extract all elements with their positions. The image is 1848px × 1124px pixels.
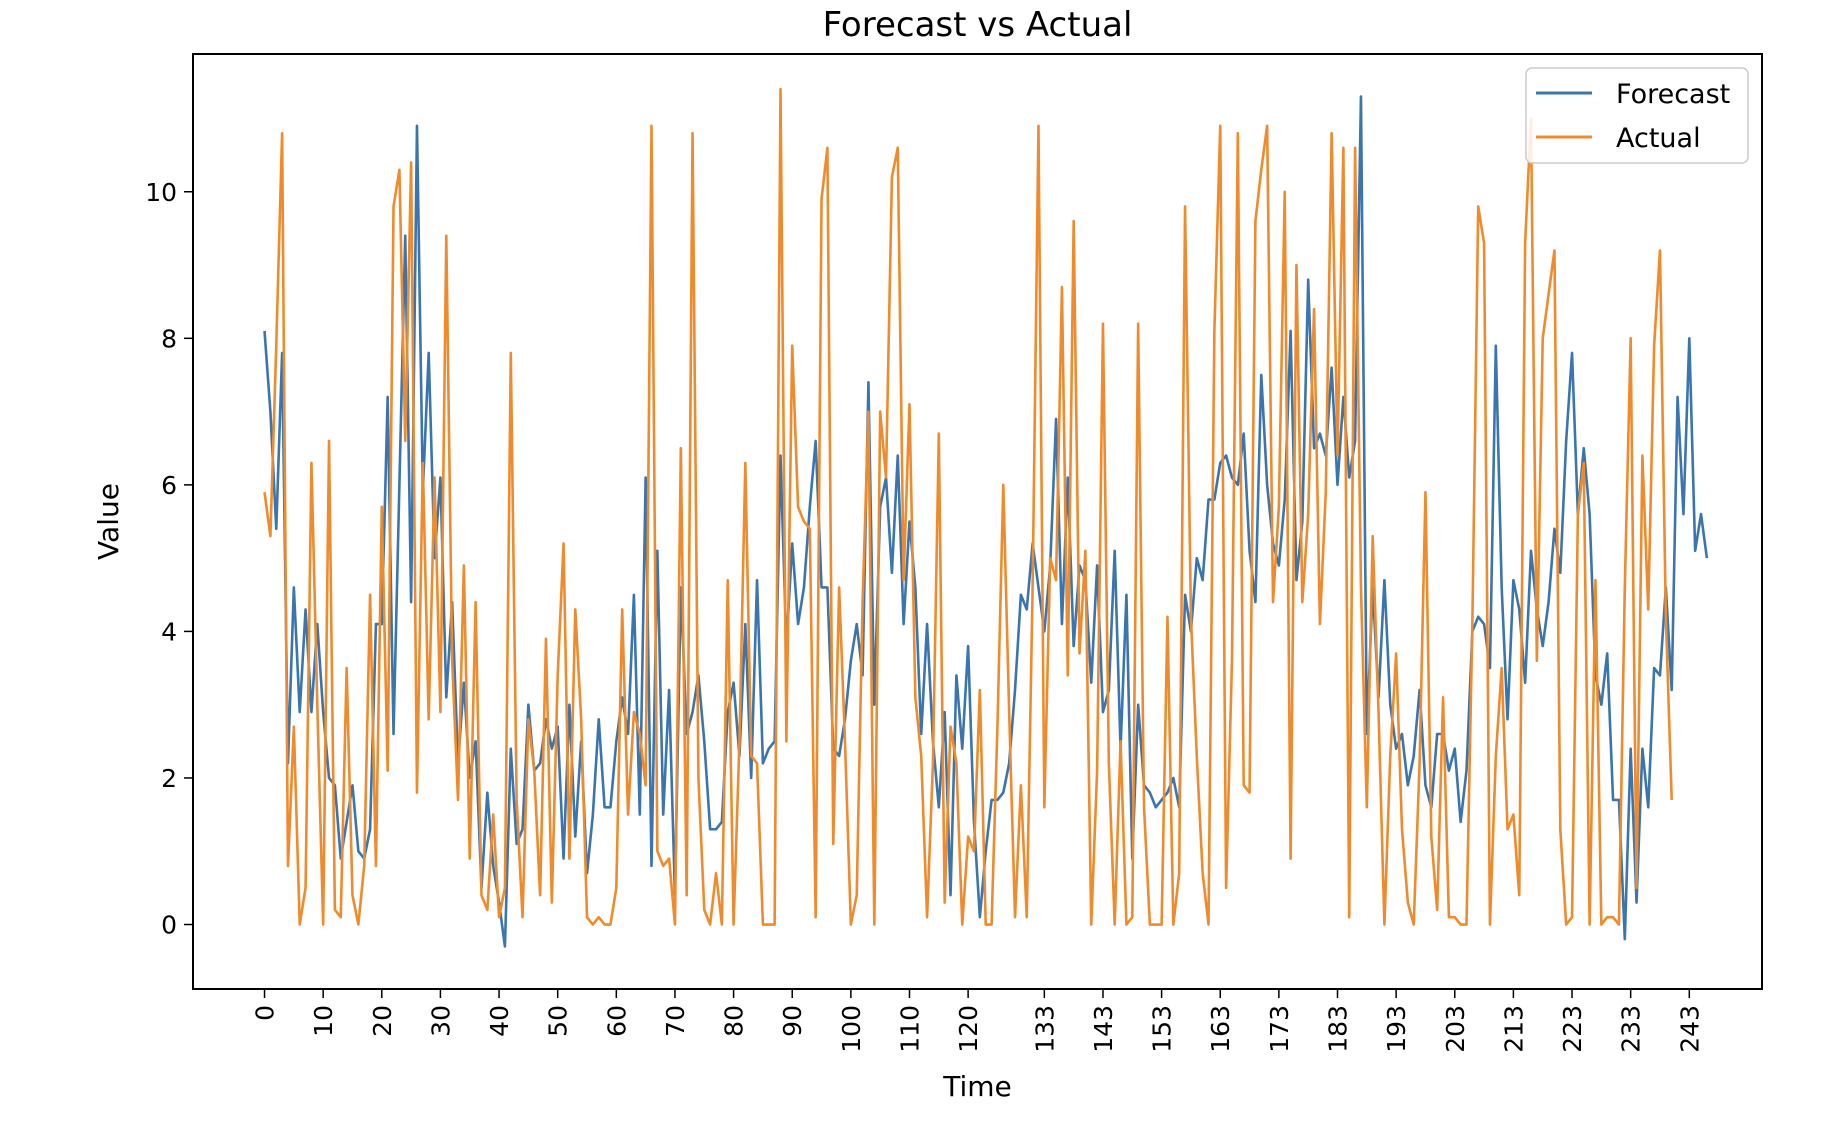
y-tick-label: 6 [161, 471, 177, 500]
x-tick-label: 233 [1617, 1005, 1646, 1053]
y-tick-label: 4 [161, 617, 177, 646]
x-tick-label: 90 [778, 1005, 807, 1037]
x-tick-label: 120 [954, 1005, 983, 1053]
x-tick-label: 80 [720, 1005, 749, 1037]
x-tick-label: 183 [1324, 1005, 1353, 1053]
x-tick-label: 243 [1675, 1005, 1704, 1053]
y-tick-label: 8 [161, 324, 177, 353]
legend-label: Actual [1616, 123, 1701, 154]
x-tick-label: 60 [602, 1005, 631, 1037]
x-tick-label: 0 [251, 1005, 280, 1021]
x-tick-label: 50 [544, 1005, 573, 1037]
x-tick-label: 153 [1148, 1005, 1177, 1053]
x-tick-label: 223 [1558, 1005, 1587, 1053]
x-axis-ticks: 0 10 20 30 40 50 60 70 80 90 100 110 120 133 143 153 163… [251, 989, 1704, 1053]
legend: Forecast Actual [1525, 67, 1749, 164]
y-tick-label: 10 [145, 178, 177, 207]
x-tick-label: 143 [1089, 1005, 1118, 1053]
x-tick-label: 30 [426, 1005, 455, 1037]
x-tick-label: 110 [895, 1005, 924, 1053]
x-tick-label: 213 [1499, 1005, 1528, 1053]
x-axis-label: Time [942, 1070, 1012, 1103]
y-axis-label: Value [92, 483, 125, 560]
x-tick-label: 163 [1206, 1005, 1235, 1053]
x-tick-label: 10 [309, 1005, 338, 1037]
y-axis-ticks: 0 2 4 6 8 10 [145, 178, 193, 940]
plot-lines [263, 87, 1709, 948]
series-line-forecast [263, 95, 1709, 948]
y-tick-label: 2 [161, 764, 177, 793]
x-tick-label: 133 [1030, 1005, 1059, 1053]
x-tick-label: 40 [485, 1005, 514, 1037]
x-tick-label: 100 [837, 1005, 866, 1053]
x-tick-label: 203 [1441, 1005, 1470, 1053]
series-line-actual [263, 87, 1674, 926]
legend-label: Forecast [1616, 79, 1730, 110]
x-tick-label: 193 [1382, 1005, 1411, 1053]
chart-title: Forecast vs Actual [823, 5, 1133, 45]
plot-frame [192, 53, 1763, 990]
x-tick-label: 70 [661, 1005, 690, 1037]
y-tick-label: 0 [161, 911, 177, 940]
x-tick-label: 173 [1265, 1005, 1294, 1053]
x-tick-label: 20 [368, 1005, 397, 1037]
